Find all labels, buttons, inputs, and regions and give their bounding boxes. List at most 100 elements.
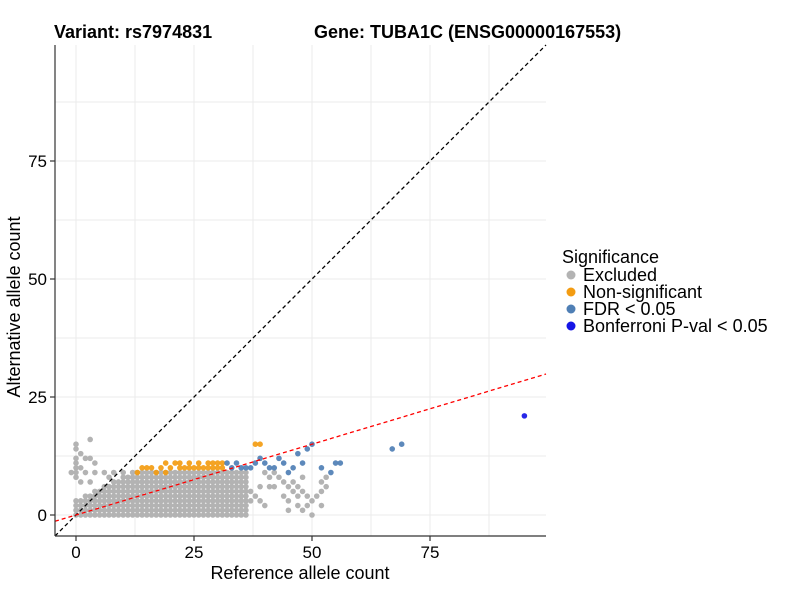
point-excluded <box>87 436 93 443</box>
point-excluded <box>87 512 93 518</box>
point-fdr <box>304 446 311 452</box>
point-excluded <box>172 498 178 504</box>
point-fdr <box>332 460 339 466</box>
point-fdr <box>262 460 268 466</box>
point-excluded <box>262 469 268 476</box>
point-excluded <box>167 507 174 514</box>
point-excluded <box>120 512 126 518</box>
point-excluded <box>106 474 112 481</box>
point-excluded <box>177 512 183 518</box>
point-excluded <box>153 493 160 499</box>
point-excluded <box>153 479 160 485</box>
point-excluded <box>144 512 150 518</box>
point-excluded <box>73 474 79 481</box>
point-excluded <box>125 488 131 495</box>
point-excluded <box>167 502 174 509</box>
point-excluded <box>200 469 207 476</box>
point-excluded <box>195 502 202 509</box>
point-excluded <box>139 507 145 514</box>
point-excluded <box>134 483 141 490</box>
point-excluded <box>205 469 211 476</box>
point-excluded <box>186 483 193 490</box>
point-excluded <box>318 479 325 485</box>
point-excluded <box>177 502 183 509</box>
point-non-significant <box>210 465 216 471</box>
point-excluded <box>125 493 131 499</box>
point-excluded <box>276 474 282 481</box>
point-excluded <box>238 512 244 518</box>
point-excluded <box>205 479 211 485</box>
point-excluded <box>101 469 108 476</box>
point-excluded <box>148 512 155 518</box>
point-non-significant <box>148 465 155 471</box>
point-excluded <box>200 512 207 518</box>
point-excluded <box>139 502 145 509</box>
point-excluded <box>219 479 226 485</box>
point-excluded <box>285 507 292 514</box>
point-excluded <box>205 474 211 481</box>
point-excluded <box>120 474 126 481</box>
point-excluded <box>172 479 178 485</box>
point-excluded <box>129 507 136 514</box>
point-excluded <box>243 498 249 504</box>
variant-title: Variant: rs7974831 <box>54 22 212 42</box>
y-tick-label: 25 <box>28 388 47 407</box>
point-excluded <box>219 488 226 495</box>
point-excluded <box>228 474 235 481</box>
grid-lines <box>55 45 546 536</box>
point-excluded <box>214 507 221 514</box>
point-excluded <box>224 498 230 504</box>
point-excluded <box>172 488 178 495</box>
point-excluded <box>219 483 226 490</box>
point-excluded <box>158 469 164 476</box>
point-excluded <box>195 507 202 514</box>
point-excluded <box>82 507 89 514</box>
point-non-significant <box>162 460 169 466</box>
point-excluded <box>129 469 136 476</box>
point-excluded <box>224 474 230 481</box>
point-excluded <box>224 507 230 514</box>
point-excluded <box>210 488 216 495</box>
point-excluded <box>280 493 287 499</box>
point-excluded <box>205 498 211 504</box>
point-excluded <box>87 455 93 462</box>
point-excluded <box>233 488 240 495</box>
point-fdr <box>266 465 273 471</box>
point-excluded <box>92 498 98 504</box>
point-excluded <box>295 483 301 490</box>
point-excluded <box>77 502 84 509</box>
y-tick-label: 0 <box>38 506 47 525</box>
point-excluded <box>205 493 211 499</box>
legend-swatch-fdr <box>566 304 576 314</box>
point-excluded <box>144 507 150 514</box>
point-excluded <box>177 483 183 490</box>
point-non-significant <box>195 460 202 466</box>
legend-label-fdr: FDR < 0.05 <box>583 299 676 319</box>
point-excluded <box>110 507 117 514</box>
point-excluded <box>299 474 306 481</box>
point-excluded <box>233 469 240 476</box>
point-fdr <box>276 455 282 462</box>
point-excluded <box>172 512 178 518</box>
point-excluded <box>162 474 169 481</box>
point-excluded <box>214 512 221 518</box>
point-excluded <box>233 483 240 490</box>
point-excluded <box>181 488 188 495</box>
point-excluded <box>115 507 122 514</box>
point-excluded <box>110 479 117 485</box>
point-excluded <box>106 483 112 490</box>
point-excluded <box>200 507 207 514</box>
point-excluded <box>153 498 160 504</box>
point-non-significant <box>177 465 183 471</box>
point-excluded <box>228 502 235 509</box>
point-excluded <box>243 512 249 518</box>
point-excluded <box>125 483 131 490</box>
point-excluded <box>167 493 174 499</box>
point-excluded <box>271 483 278 490</box>
point-non-significant <box>158 465 164 471</box>
point-excluded <box>195 469 202 476</box>
point-fdr <box>318 465 325 471</box>
data-points <box>68 413 528 518</box>
point-excluded <box>139 498 145 504</box>
